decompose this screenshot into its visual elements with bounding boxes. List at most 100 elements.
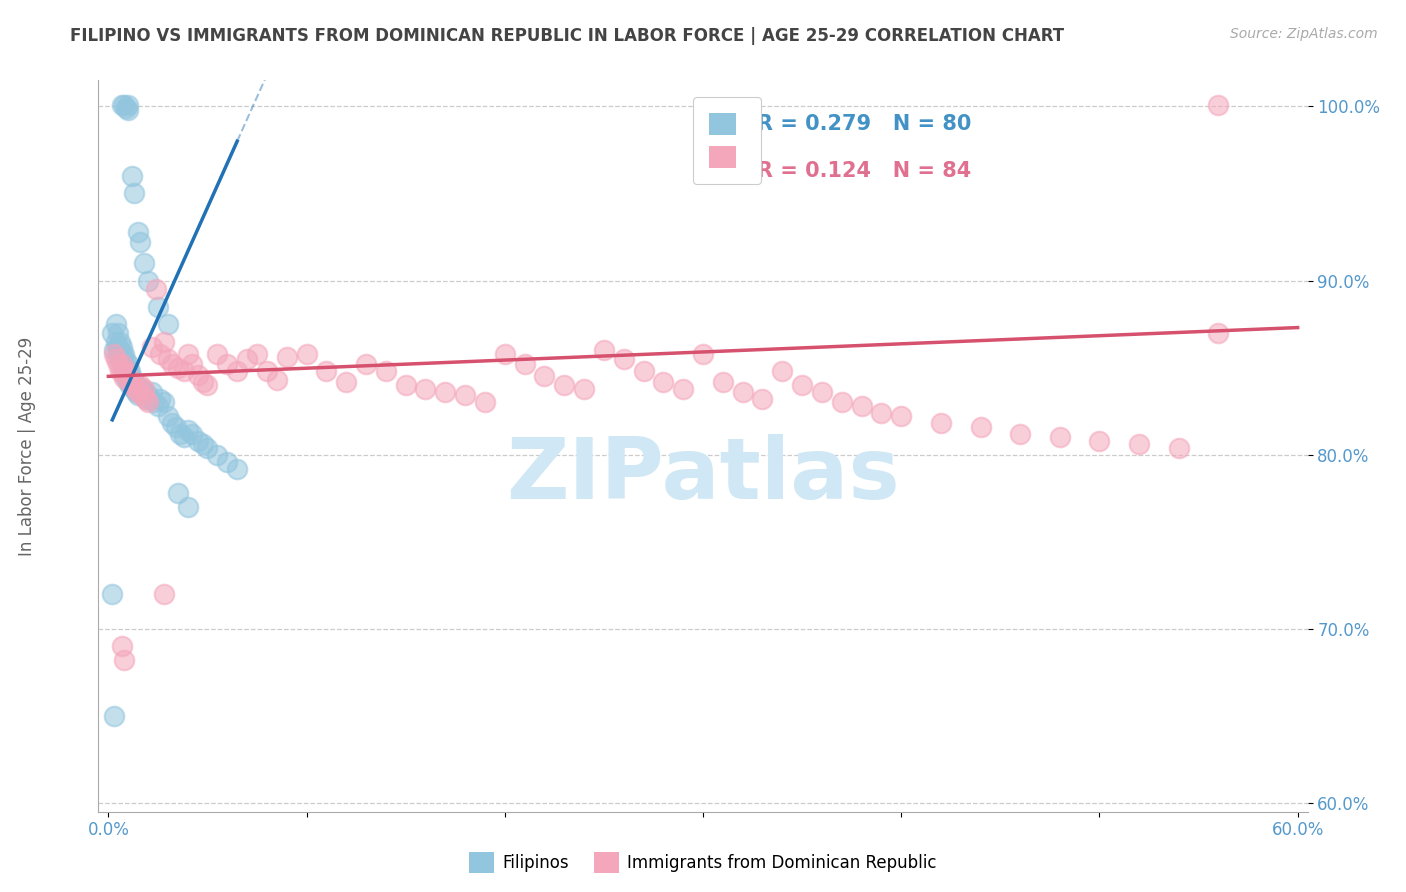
Point [112,347,135,361]
Point [166,360,188,375]
Point [186,434,208,448]
Point [112,97,135,112]
Point [890,409,912,424]
Point [111,340,134,354]
Point [125,378,148,392]
Text: R = 0.124   N = 84: R = 0.124 N = 84 [758,161,972,181]
Point [115,360,138,375]
Point [120,375,142,389]
Point [153,395,176,409]
Point [131,382,153,396]
Point [652,375,675,389]
Point [770,364,793,378]
Point [176,423,198,437]
Point [851,399,873,413]
Point [115,368,138,382]
Point [136,395,159,409]
Point [120,364,142,378]
Point [173,364,195,378]
Point [146,300,169,314]
Point [121,371,143,385]
Point [112,368,135,382]
Point [870,406,893,420]
Point [125,382,148,396]
Point [165,420,187,434]
Point [156,409,179,424]
Point [1208,97,1230,112]
Point [111,357,134,371]
Point [811,384,834,399]
Point [110,350,132,364]
Point [115,364,138,378]
Point [112,371,135,385]
Point [731,384,754,399]
Point [149,392,172,406]
Point [111,364,134,378]
Point [1049,430,1071,444]
Point [1167,441,1189,455]
Point [236,351,259,366]
Point [117,97,139,112]
Point [111,347,134,361]
Text: R = 0.279   N = 80: R = 0.279 N = 80 [758,114,972,134]
Text: Source: ZipAtlas.com: Source: ZipAtlas.com [1230,27,1378,41]
Point [176,347,198,361]
Point [110,334,132,349]
Point [180,357,202,371]
Point [117,371,139,385]
Point [533,369,555,384]
Point [256,364,278,378]
Point [131,388,153,402]
Point [101,326,124,340]
Point [117,371,139,385]
Point [107,347,129,361]
Point [415,382,437,396]
Point [107,357,129,371]
Point [613,351,636,366]
Point [180,426,202,441]
Point [1010,426,1032,441]
Point [146,399,169,413]
Point [173,430,195,444]
Point [135,392,157,406]
Point [110,343,132,358]
Point [831,395,853,409]
Point [692,347,714,361]
Point [132,384,155,399]
Point [105,317,128,331]
Point [217,455,239,469]
Point [111,640,134,654]
Point [117,103,139,117]
Point [136,274,159,288]
Point [633,364,655,378]
Point [127,225,149,239]
Point [266,373,288,387]
Point [1208,326,1230,340]
Point [153,334,176,349]
Point [160,357,183,371]
Point [176,500,198,514]
Point [186,368,208,382]
Point [117,375,139,389]
Point [107,326,129,340]
Point [141,384,163,399]
Point [246,347,269,361]
Point [103,347,125,361]
Point [115,101,138,115]
Point [136,388,159,402]
Point [115,353,138,368]
Text: ZIPatlas: ZIPatlas [506,434,900,516]
Point [193,375,215,389]
Point [572,382,595,396]
Point [335,375,357,389]
Point [105,351,128,366]
Point [121,169,143,183]
Point [110,353,132,368]
Point [169,426,191,441]
Point [135,392,157,406]
Point [142,395,165,409]
Text: FILIPINO VS IMMIGRANTS FROM DOMINICAN REPUBLIC IN LABOR FORCE | AGE 25-29 CORREL: FILIPINO VS IMMIGRANTS FROM DOMINICAN RE… [70,27,1064,45]
Point [790,378,813,392]
Point [141,340,163,354]
Point [117,357,139,371]
